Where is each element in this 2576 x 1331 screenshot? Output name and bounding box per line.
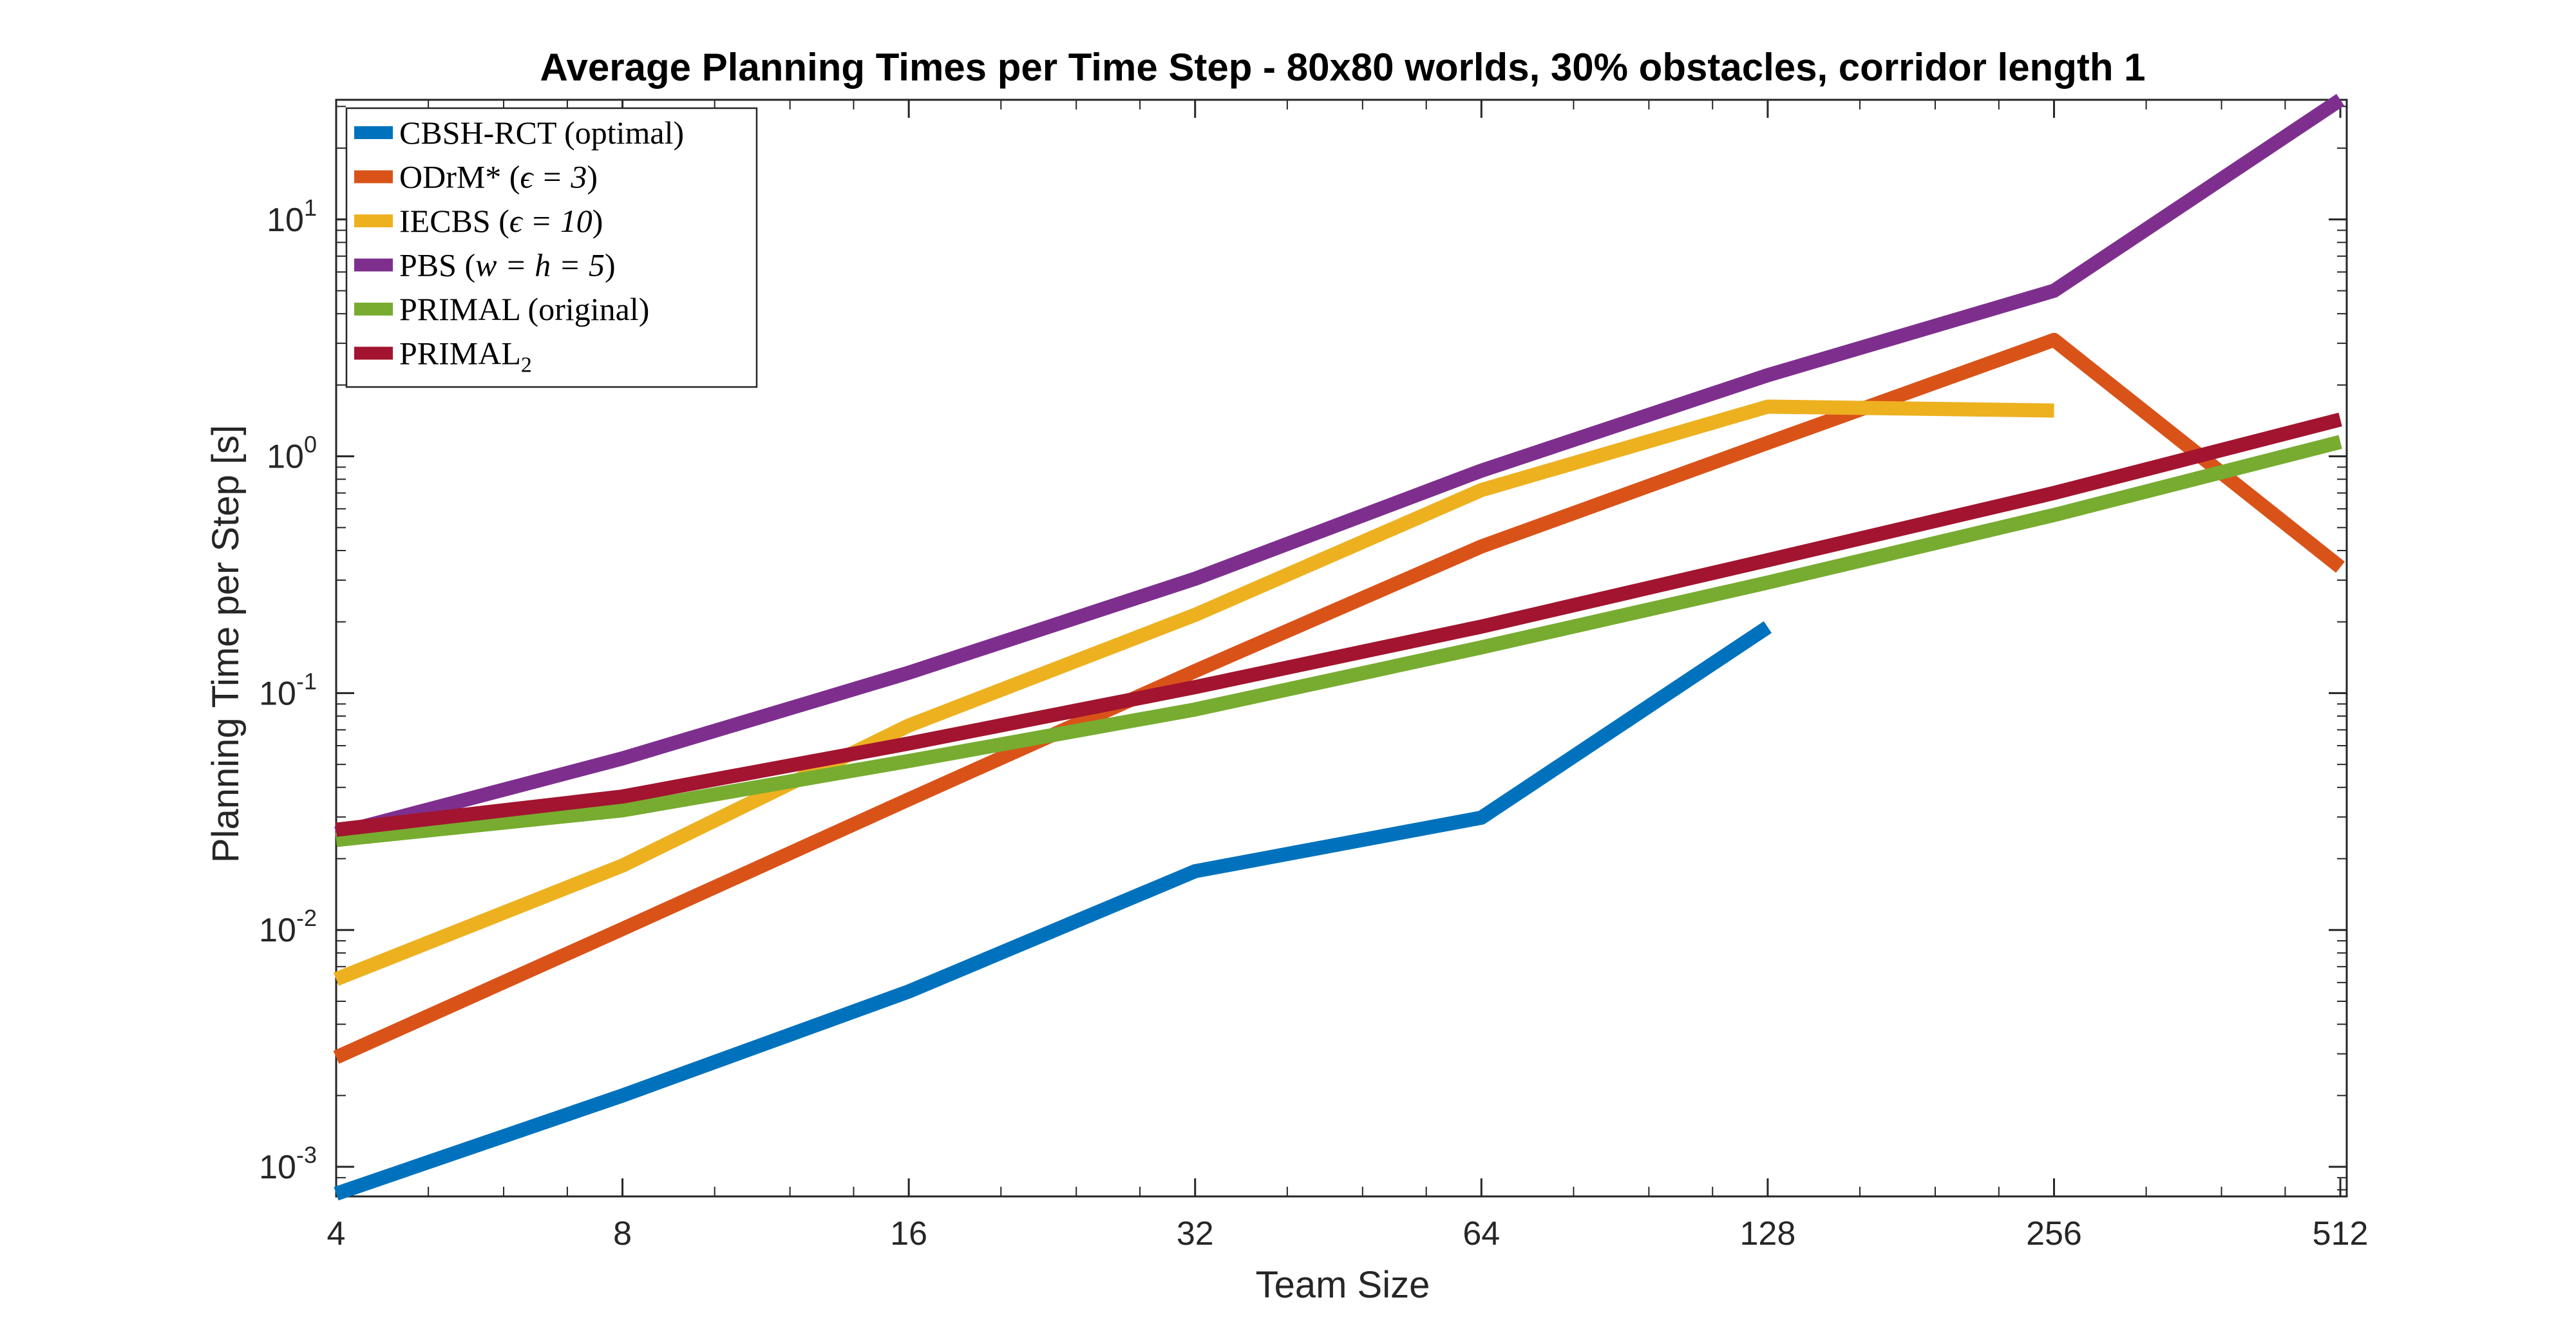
legend-label-5: PRIMAL2 bbox=[399, 335, 532, 377]
legend-box bbox=[345, 107, 758, 388]
legend-label-0: CBSH-RCT (optimal) bbox=[399, 115, 684, 151]
y-tick-base: 10 bbox=[259, 675, 296, 712]
series-line-2 bbox=[333, 399, 2054, 986]
legend-label-subscript: 2 bbox=[521, 354, 532, 377]
y-tick-exponent: 0 bbox=[304, 431, 317, 458]
x-tick-label: 512 bbox=[2313, 1215, 2369, 1252]
legend-label-text: ) bbox=[587, 159, 598, 195]
y-tick-base: 10 bbox=[267, 439, 304, 476]
legend-label-text: ODrM* ( bbox=[399, 159, 520, 195]
series-layer bbox=[333, 93, 2345, 1201]
legend-label-text: PBS ( bbox=[399, 247, 475, 283]
x-tick-label: 8 bbox=[613, 1215, 632, 1252]
legend-label-4: PRIMAL (original) bbox=[399, 291, 649, 327]
series-line-1 bbox=[333, 332, 2345, 1064]
x-tick-label: 64 bbox=[1463, 1215, 1500, 1252]
x-tick-label: 4 bbox=[327, 1215, 346, 1252]
x-axis-label: Team Size bbox=[1256, 1264, 1430, 1306]
series-line-4 bbox=[335, 435, 2342, 847]
legend-label-text: PRIMAL bbox=[399, 335, 521, 372]
y-tick-exponent: 1 bbox=[304, 194, 317, 221]
x-tick-label: 256 bbox=[2026, 1215, 2082, 1252]
y-tick-exponent: -1 bbox=[296, 668, 317, 694]
y-tick-label: 101 bbox=[267, 194, 317, 239]
y-axis-label: Planning Time per Step [s] bbox=[205, 425, 247, 863]
legend-label-text: IECBS ( bbox=[399, 203, 509, 239]
y-tick-base: 10 bbox=[259, 1149, 296, 1186]
y-tick-label: 10-2 bbox=[259, 905, 317, 949]
y-tick-exponent: -2 bbox=[296, 905, 317, 931]
y-tick-label: 10-3 bbox=[259, 1142, 317, 1186]
legend: CBSH-RCT (optimal)ODrM* (ϵ = 3)IECBS (ϵ … bbox=[345, 107, 758, 388]
legend-label-1: ODrM* (ϵ = 3) bbox=[399, 159, 598, 195]
series-line-5 bbox=[335, 412, 2342, 837]
legend-label-3: PBS (w = h = 5) bbox=[399, 247, 616, 283]
legend-label-text: ) bbox=[605, 247, 616, 283]
y-tick-exponent: -3 bbox=[296, 1142, 317, 1168]
x-tick-label: 16 bbox=[890, 1215, 927, 1252]
y-tick-base: 10 bbox=[267, 202, 304, 239]
x-tick-label: 128 bbox=[1740, 1215, 1796, 1252]
legend-label-2: IECBS (ϵ = 10) bbox=[399, 203, 603, 239]
legend-label-text: ) bbox=[592, 203, 603, 239]
y-tick-base: 10 bbox=[259, 912, 296, 949]
series-line-0 bbox=[334, 621, 1772, 1201]
legend-label-math: ϵ = 10 bbox=[509, 203, 592, 239]
chart-title: Average Planning Times per Time Step - 8… bbox=[540, 46, 2145, 89]
y-tick-label: 10-1 bbox=[259, 668, 317, 712]
series-line-3 bbox=[334, 93, 2345, 841]
legend-label-math: w = h = 5 bbox=[475, 247, 605, 283]
legend-label-math: ϵ = 3 bbox=[520, 159, 587, 195]
y-tick-label: 100 bbox=[267, 431, 317, 476]
x-tick-label: 32 bbox=[1177, 1215, 1214, 1252]
